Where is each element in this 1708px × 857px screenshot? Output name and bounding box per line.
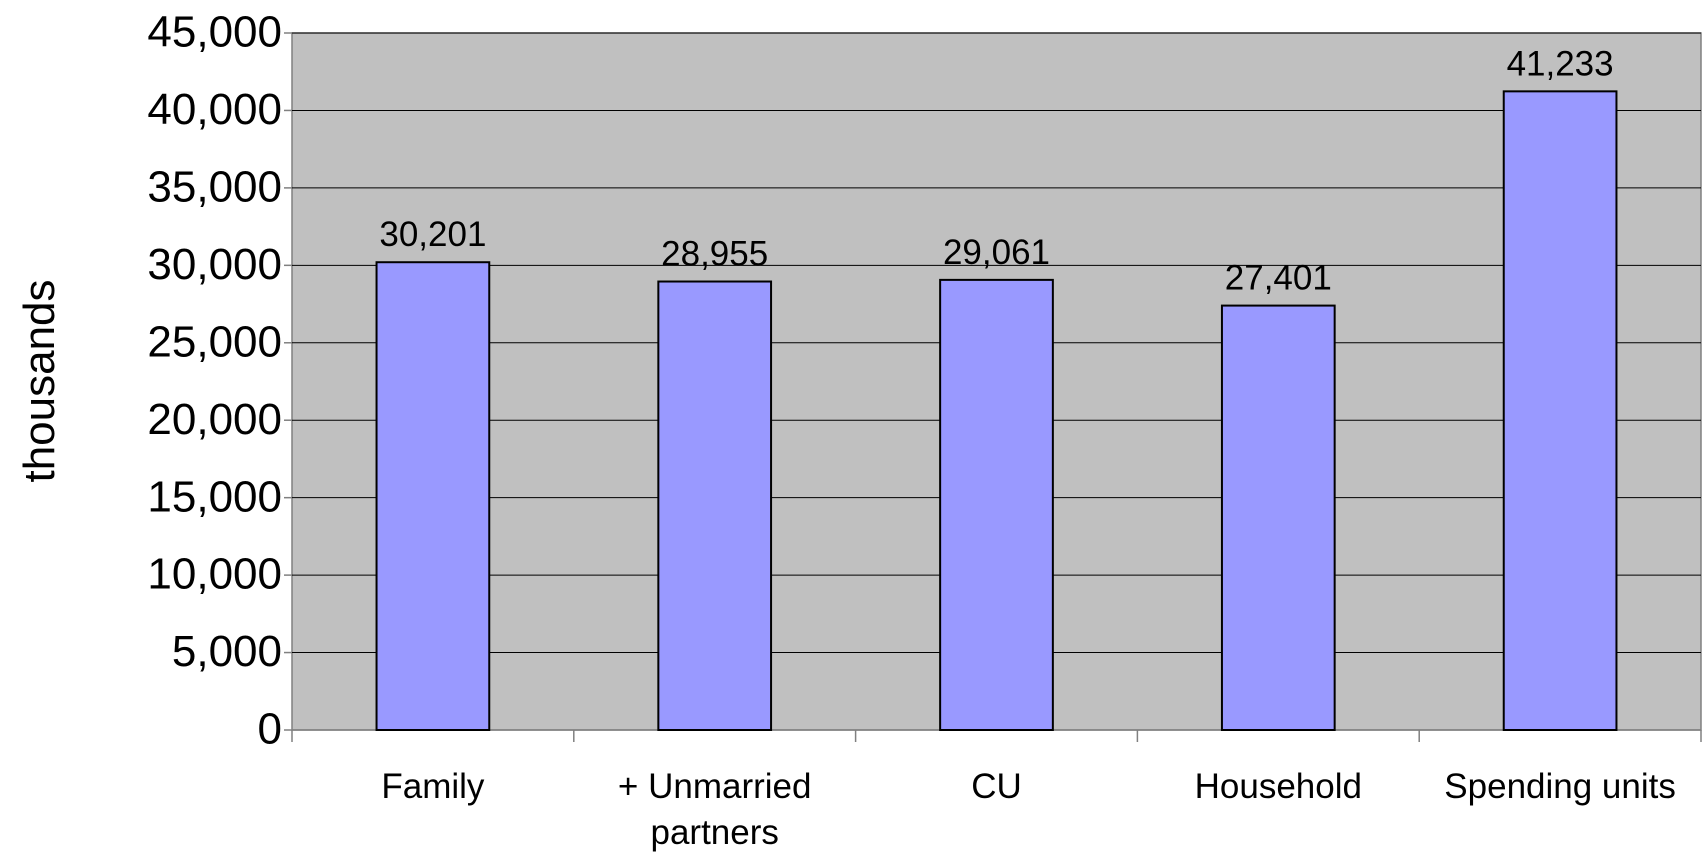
- bar: [375, 261, 491, 731]
- bar: [1502, 90, 1618, 732]
- y-tick-label: 0: [258, 705, 282, 754]
- y-tick-label: 40,000: [147, 85, 282, 134]
- bar: [657, 280, 773, 731]
- x-tick-label: CU: [971, 767, 1022, 806]
- y-tick-label: 25,000: [147, 317, 282, 366]
- x-tick-label: Spending units: [1444, 767, 1676, 806]
- y-tick-label: 30,000: [147, 240, 282, 289]
- y-axis-label: thousands: [15, 279, 64, 482]
- value-label: 27,401: [1225, 259, 1332, 298]
- x-tick-label: Household: [1195, 767, 1362, 806]
- y-tick-label: 35,000: [147, 163, 282, 212]
- bar: [1220, 304, 1336, 731]
- y-tick-label: 45,000: [147, 8, 282, 57]
- x-tick-label: + Unmarried partners: [618, 767, 812, 852]
- value-label: 28,955: [661, 235, 768, 274]
- y-tick-label: 10,000: [147, 550, 282, 599]
- y-tick-label: 5,000: [172, 627, 282, 676]
- value-label: 29,061: [943, 233, 1050, 272]
- x-tick-label: Family: [381, 767, 485, 806]
- value-label: 30,201: [379, 215, 486, 254]
- y-tick-label: 15,000: [147, 472, 282, 521]
- y-tick-label: 20,000: [147, 395, 282, 444]
- value-label: 41,233: [1507, 44, 1614, 83]
- bar: [939, 278, 1054, 731]
